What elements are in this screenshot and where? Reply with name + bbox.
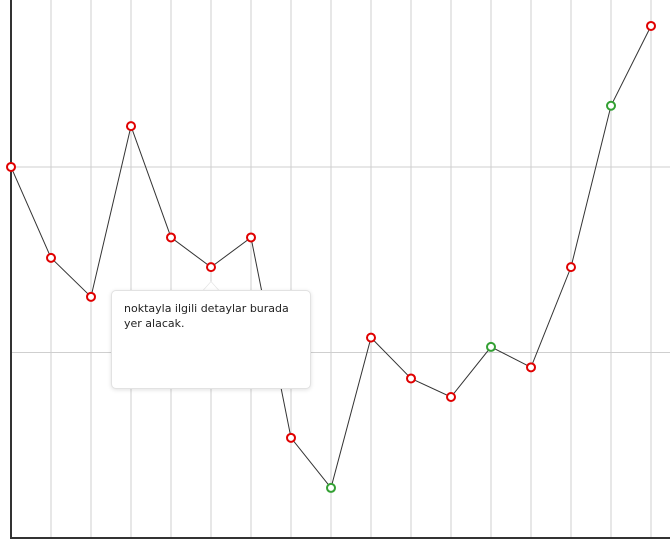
point: [526, 362, 536, 373]
point: [46, 252, 56, 263]
point: [646, 20, 656, 31]
point: [206, 262, 216, 273]
point: [286, 432, 296, 443]
point: [166, 232, 176, 243]
point: [326, 482, 336, 493]
point: [566, 262, 576, 273]
point: [126, 121, 136, 132]
point: [366, 332, 376, 343]
point: [446, 392, 456, 403]
point: [6, 161, 16, 172]
point: [406, 373, 416, 384]
point: [86, 291, 96, 302]
tooltip-arrow: [203, 282, 219, 291]
tooltip: noktayla ilgili detaylar burada yer alac…: [111, 290, 311, 389]
point: [486, 341, 496, 352]
point: [606, 100, 616, 111]
point: [246, 232, 256, 243]
